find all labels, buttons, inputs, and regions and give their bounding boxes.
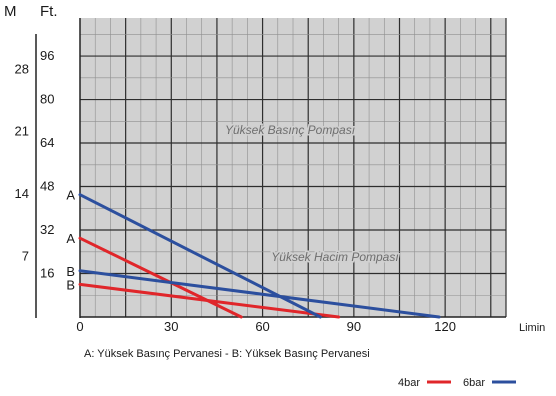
curve-labels: A A BB bbox=[66, 188, 75, 293]
x-tick-label: 30 bbox=[164, 319, 178, 334]
ft-tick-labels: 16 32 48 64 80 96 bbox=[40, 48, 54, 280]
curve-label-A: A bbox=[66, 231, 75, 246]
x-tick-label: 60 bbox=[255, 319, 269, 334]
ft-tick-label: 16 bbox=[40, 266, 54, 281]
x-tick-label: 90 bbox=[347, 319, 361, 334]
m-tick-label: 28 bbox=[15, 61, 29, 76]
x-tick-label: 120 bbox=[434, 319, 456, 334]
curve-label-A: A bbox=[66, 188, 75, 203]
ft-tick-label: 80 bbox=[40, 92, 54, 107]
annotation-high-volume-halo: Yüksek Hacim Pompası bbox=[271, 250, 398, 264]
curve-label-B: B bbox=[66, 277, 75, 292]
ft-tick-label: 48 bbox=[40, 179, 54, 194]
impeller-caption: A: Yüksek Basınç Pervanesi - B: Yüksek B… bbox=[84, 348, 370, 360]
ft-tick-label: 96 bbox=[40, 48, 54, 63]
annotation-high-volume: Yüksek Hacim Pompası bbox=[271, 250, 398, 264]
curve-label-B: B bbox=[66, 264, 75, 279]
x-unit-label: Limin bbox=[519, 322, 545, 334]
legend: 4bar 6bar bbox=[398, 377, 516, 389]
x-tick-labels: 0 30 60 90 120 bbox=[76, 319, 456, 334]
annotation-high-pressure-halo: Yüksek Basınç Pompası bbox=[225, 123, 355, 137]
m-tick-labels: 7 14 21 28 bbox=[15, 61, 29, 263]
legend-label-4bar: 4bar bbox=[398, 377, 420, 389]
series-line-4bar-B bbox=[78, 282, 341, 319]
m-tick-label: 7 bbox=[22, 249, 29, 264]
series-line-4bar-A bbox=[78, 236, 243, 319]
series-group bbox=[78, 193, 441, 319]
left-axis-unit: M bbox=[4, 3, 17, 20]
m-tick-label: 21 bbox=[15, 124, 29, 139]
series-line-6bar-B bbox=[78, 269, 441, 319]
x-tick-label: 0 bbox=[76, 319, 83, 334]
ft-tick-label: 32 bbox=[40, 222, 54, 237]
right-axis-unit: Ft. bbox=[40, 3, 58, 20]
grid-lines bbox=[80, 18, 507, 317]
legend-label-6bar: 6bar bbox=[463, 377, 485, 389]
ft-tick-label: 64 bbox=[40, 135, 54, 150]
m-tick-label: 14 bbox=[15, 186, 29, 201]
annotation-high-pressure: Yüksek Basınç Pompası bbox=[225, 123, 355, 137]
